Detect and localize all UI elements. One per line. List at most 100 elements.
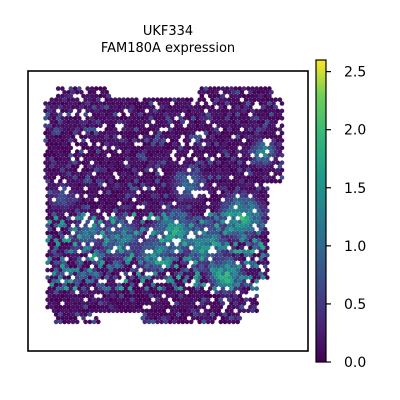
spot <box>53 297 59 303</box>
spot <box>79 275 84 280</box>
spot <box>157 153 162 158</box>
spot <box>150 178 156 184</box>
spot <box>256 186 262 191</box>
spot <box>62 267 67 273</box>
spot <box>144 219 150 225</box>
spot <box>159 193 164 199</box>
spot <box>60 101 65 106</box>
spot <box>142 112 148 117</box>
spot <box>178 175 183 180</box>
spot <box>148 293 154 299</box>
spot <box>218 275 224 280</box>
spot <box>155 149 160 154</box>
spot <box>216 86 221 91</box>
spot <box>102 101 107 106</box>
spot <box>64 182 69 188</box>
spot <box>197 223 202 228</box>
spot <box>172 290 177 295</box>
spot <box>218 134 224 140</box>
spot <box>64 108 69 114</box>
spot <box>271 123 276 128</box>
spot <box>89 93 95 99</box>
spot <box>47 219 52 225</box>
spot <box>246 234 251 239</box>
spot <box>239 260 245 266</box>
spot <box>117 260 122 266</box>
spot <box>252 156 257 162</box>
spot <box>248 186 253 191</box>
spot <box>81 145 86 151</box>
spot <box>93 271 99 277</box>
spot <box>83 223 88 228</box>
spot <box>203 234 209 239</box>
spot <box>83 141 88 147</box>
spot <box>102 249 107 254</box>
spot <box>83 178 88 184</box>
spot <box>110 167 116 173</box>
spot <box>87 156 93 162</box>
spot <box>184 112 190 117</box>
spot <box>169 271 175 277</box>
spot <box>231 282 236 288</box>
spot <box>66 97 71 102</box>
spot <box>47 175 52 180</box>
spot <box>119 116 124 121</box>
spot <box>134 119 139 125</box>
spot <box>167 245 173 251</box>
spot <box>81 227 86 232</box>
spot <box>119 130 124 136</box>
spot <box>153 116 158 121</box>
spot <box>203 160 209 165</box>
spot <box>222 201 228 206</box>
spot <box>150 171 156 177</box>
spot <box>146 253 152 258</box>
spot <box>226 171 232 177</box>
spot <box>172 245 177 251</box>
spot <box>216 101 221 106</box>
spot <box>72 175 78 180</box>
spot <box>195 227 200 232</box>
spot <box>216 271 221 277</box>
spot <box>246 219 251 225</box>
spot <box>265 112 270 117</box>
spot <box>83 127 88 132</box>
spot <box>231 186 236 191</box>
spot <box>258 241 264 247</box>
spot <box>108 164 114 169</box>
spot <box>104 149 110 154</box>
spot <box>123 123 129 128</box>
spot <box>102 190 107 195</box>
spot <box>186 278 192 284</box>
spot <box>167 267 173 273</box>
spot <box>163 186 169 191</box>
spot <box>161 190 167 195</box>
spot <box>180 171 186 177</box>
spot <box>165 101 171 106</box>
spot <box>117 290 122 295</box>
spot <box>121 104 126 110</box>
spot <box>163 260 169 266</box>
spot <box>248 267 253 273</box>
spot <box>231 260 236 266</box>
spot <box>64 204 69 210</box>
spot <box>229 190 234 195</box>
spot <box>112 201 118 206</box>
spot <box>265 97 270 102</box>
spot <box>100 230 105 236</box>
spot <box>191 145 196 151</box>
spot <box>180 208 186 214</box>
spot <box>62 156 67 162</box>
spot <box>165 197 171 202</box>
spot <box>153 227 158 232</box>
spot <box>49 178 55 184</box>
spot <box>269 164 274 169</box>
spot <box>214 282 219 288</box>
spot <box>233 190 238 195</box>
spot <box>237 301 243 306</box>
spot <box>112 164 118 169</box>
spot <box>207 138 213 143</box>
spot <box>180 215 186 221</box>
spot <box>85 182 90 188</box>
spot <box>169 108 175 114</box>
spot <box>81 293 86 299</box>
